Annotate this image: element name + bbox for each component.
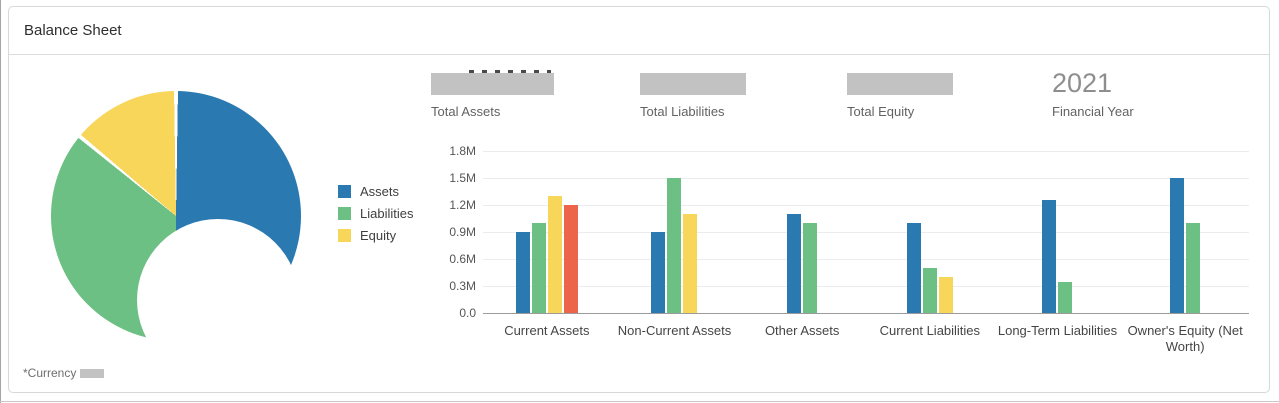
bar-equity[interactable] [683,214,698,313]
legend-swatch [338,185,351,198]
y-gridline [483,178,1249,179]
y-axis-tick-label: 0.9M [449,225,476,239]
bar-group [483,151,611,313]
legend-label: Equity [360,228,397,243]
y-gridline [483,232,1249,233]
kpi-financial-year: 2021 Financial Year [1052,67,1134,119]
legend-swatch [338,229,351,242]
legend-label: Liabilities [360,206,414,221]
y-axis-tick-label: 0.3M [449,279,476,293]
currency-footnote: *Currency [23,366,105,380]
window-bottom-border [0,401,1279,402]
bar-assets[interactable] [1170,178,1185,313]
card-header: Balance Sheet [9,7,1269,55]
balance-sheet-card: Balance Sheet Assets Liabilities Equity To… [8,6,1270,393]
kpi-value: 2021 [1052,68,1113,98]
page-title: Balance Sheet [24,22,122,39]
x-axis-label: Long-Term Liabilities [997,323,1118,338]
bar-chart-plot: 1.8M 1.5M 1.2M 0.9M 0.6M 0.3M 0.0 Current Asset… [449,144,1249,354]
y-axis-tick-label: 0.0 [459,306,476,320]
chart-legend: Assets Liabilities Equity [338,185,413,251]
x-axis-line [483,313,1249,314]
y-axis-tick-label: 0.6M [449,252,476,266]
kpi-label: Total Assets [431,104,501,119]
bar-equity[interactable] [938,277,953,313]
bar-group [611,151,739,313]
x-axis-label: Current Assets [504,323,590,338]
legend-item-liabilities[interactable]: Liabilities [338,207,413,220]
x-axis-label: Other Assets [764,323,840,338]
window-left-border [0,0,1,403]
kpi-label: Financial Year [1052,104,1134,119]
y-axis-tick-label: 1.8M [449,144,476,158]
kpi-total-equity: Total Equity [847,67,953,119]
x-axis-label: Owner's Equity (Net Worth) [1127,323,1243,354]
bar-assets[interactable] [787,214,802,313]
bar-series4[interactable] [563,205,578,313]
bar-liabilities[interactable] [1186,223,1201,313]
x-axis-label: Current Liabilities [879,323,981,338]
bar-assets[interactable] [651,232,666,313]
legend-item-assets[interactable]: Assets [338,185,413,198]
y-axis-tick-label: 1.5M [449,171,476,185]
y-gridline [483,151,1249,152]
redacted-value-box [640,73,746,95]
bar-group [738,151,866,313]
legend-label: Assets [360,184,400,199]
donut-chart[interactable] [51,91,301,381]
redacted-value-box [847,73,953,95]
bar-group [994,151,1122,313]
donut-hole [137,219,299,381]
legend-swatch [338,207,351,220]
bar-liabilities[interactable] [803,223,818,313]
redacted-currency-box [80,368,105,378]
kpi-label: Total Liabilities [640,104,725,119]
kpi-label: Total Equity [847,104,915,119]
y-gridline [483,286,1249,287]
bar-liabilities[interactable] [531,223,546,313]
footnote-text: *Currency [23,366,77,380]
bar-assets[interactable] [515,232,530,313]
bar-liabilities[interactable] [667,178,682,313]
y-gridline [483,259,1249,260]
kpi-total-liabilities: Total Liabilities [640,67,746,119]
y-axis-tick-label: 1.2M [449,198,476,212]
bar-liabilities[interactable] [1058,282,1073,313]
legend-item-equity[interactable]: Equity [338,229,413,242]
kpi-total-assets: Total Assets [431,67,554,119]
bar-group [1121,151,1249,313]
clipped-digits [469,70,551,73]
bar-liabilities[interactable] [922,268,937,313]
bar-assets[interactable] [906,223,921,313]
bar-equity[interactable] [547,196,562,313]
x-axis-label: Non-Current Assets [617,323,732,338]
bar-assets[interactable] [1042,200,1057,313]
bar-group [866,151,994,313]
redacted-value-box [431,70,554,95]
y-gridline [483,205,1249,206]
